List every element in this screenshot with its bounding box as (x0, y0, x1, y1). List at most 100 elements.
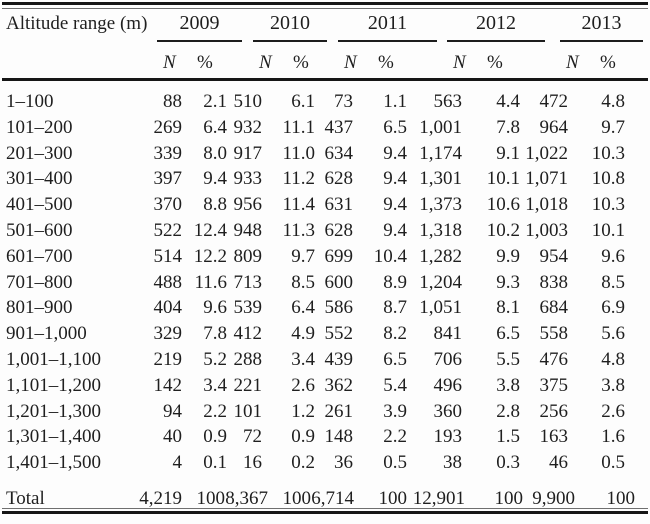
percent-column-header: % (293, 52, 309, 73)
cell-pct: 2.2 (383, 426, 407, 448)
cell-pct: 8.8 (203, 194, 227, 216)
cell-n: 932 (233, 116, 263, 138)
cell-n: 148 (324, 426, 354, 448)
header-mid-rule (2, 78, 648, 81)
cell-pct: 0.1 (203, 452, 227, 474)
cell-n: 362 (324, 374, 354, 396)
row-label: 701–800 (6, 271, 73, 293)
cell-pct: 10.3 (591, 194, 625, 216)
cell-pct: 4.9 (291, 323, 315, 345)
row-label: 501–600 (6, 220, 73, 241)
cell-pct: 4.4 (496, 91, 520, 112)
cell-n: 88 (163, 91, 182, 112)
table-row: 1,101–1,200 142 3.4 221 2.6 362 5.4 496 3.8 375 3.… (0, 375, 650, 399)
year-underline (560, 40, 643, 42)
cell-pct: 0.2 (291, 452, 315, 474)
cell-n: 809 (233, 245, 263, 267)
cell-pct: 11.6 (194, 271, 227, 293)
cell-pct: 11.1 (282, 116, 315, 138)
year-header: 2012 (476, 12, 516, 34)
cell-n: 412 (233, 323, 263, 345)
cell-n: 339 (153, 142, 183, 164)
cell-n: 73 (334, 91, 353, 112)
cell-pct: 8.2 (383, 323, 407, 345)
cell-n: 684 (539, 297, 569, 319)
percent-column-header: % (378, 52, 394, 73)
cell-pct: 11.0 (282, 142, 315, 164)
row-label: 401–500 (6, 194, 73, 216)
cell-pct: 1.1 (383, 91, 407, 112)
cell-n: 1,318 (419, 220, 462, 241)
cell-n: 142 (153, 374, 183, 396)
table-row: 1,301–1,400 40 0.9 72 0.9 148 2.2 193 1.5 163 1.6 (0, 426, 650, 450)
cell-n: 631 (324, 194, 354, 216)
cell-pct: 8.1 (496, 297, 520, 319)
top-rule-thin (2, 8, 648, 9)
cell-n: 94 (163, 400, 182, 422)
cell-pct: 1.2 (291, 400, 315, 422)
cell-n: 16 (243, 452, 262, 474)
percent-column-header: % (600, 52, 616, 73)
cell-pct: 8.5 (291, 271, 315, 293)
cell-n: 404 (153, 297, 183, 319)
cell-pct: 100 (494, 488, 524, 509)
table-row: 601–700 514 12.2 809 9.7 699 10.4 1,282 9.9 954 9.… (0, 246, 650, 270)
cell-pct: 12.4 (193, 220, 227, 241)
cell-pct: 9.6 (203, 297, 227, 319)
cell-pct: 100 (196, 488, 226, 509)
cell-pct: 3.4 (291, 349, 315, 370)
cell-pct: 0.3 (496, 452, 520, 474)
total-label: Total (6, 488, 45, 509)
cell-n: 488 (153, 271, 183, 293)
cell-n: 552 (324, 323, 354, 345)
year-underline (157, 40, 242, 42)
cell-n: 1,001 (419, 116, 462, 138)
cell-n: 917 (233, 142, 263, 164)
cell-n: 221 (233, 374, 263, 396)
cell-pct: 8.5 (601, 271, 625, 293)
cell-pct: 2.6 (291, 374, 315, 396)
cell-n: 9,900 (532, 488, 575, 509)
row-label: 1–100 (6, 91, 54, 112)
cell-n: 36 (334, 452, 353, 474)
cell-n: 101 (233, 400, 263, 422)
cell-pct: 100 (606, 488, 636, 509)
year-header: 2009 (179, 12, 220, 34)
cell-pct: 100 (282, 488, 312, 509)
altitude-range-column-header: Altitude range (m) (6, 13, 148, 34)
cell-pct: 0.9 (291, 426, 315, 448)
total-row: Total 4,219 100 8,367 100 6,714 100 12,901 100 9,… (0, 488, 650, 512)
cell-n: 476 (539, 349, 569, 370)
cell-n: 1,071 (525, 168, 568, 190)
cell-pct: 9.9 (496, 245, 520, 267)
cell-n: 472 (539, 91, 569, 112)
cell-n: 1,282 (419, 245, 462, 267)
cell-pct: 10.4 (373, 245, 407, 267)
cell-n: 370 (153, 194, 183, 216)
cell-pct: 9.4 (203, 168, 227, 190)
cell-n: 713 (233, 271, 263, 293)
cell-pct: 5.2 (203, 349, 227, 370)
cell-n: 261 (324, 400, 354, 422)
cell-n: 46 (549, 452, 568, 474)
cell-n: 437 (324, 116, 354, 138)
cell-n: 1,018 (525, 194, 568, 216)
cell-pct: 9.4 (383, 220, 407, 241)
cell-pct: 7.8 (496, 116, 520, 138)
cell-n: 72 (243, 426, 262, 448)
cell-pct: 10.1 (486, 168, 520, 190)
cell-n: 1,003 (525, 220, 568, 241)
row-label: 201–300 (6, 142, 73, 164)
cell-n: 269 (153, 116, 183, 138)
top-rule-thick (2, 2, 648, 5)
cell-pct: 10.1 (591, 220, 625, 241)
cell-pct: 2.6 (601, 400, 625, 422)
table-row: 501–600 522 12.4 948 11.3 628 9.4 1,318 10.2 1,00… (0, 220, 650, 244)
cell-pct: 9.6 (601, 245, 625, 267)
cell-n: 1,174 (419, 142, 462, 164)
row-label: 601–700 (6, 245, 73, 267)
cell-pct: 9.1 (496, 142, 520, 164)
cell-n: 496 (433, 374, 463, 396)
cell-pct: 11.2 (282, 168, 315, 190)
cell-n: 838 (539, 271, 569, 293)
